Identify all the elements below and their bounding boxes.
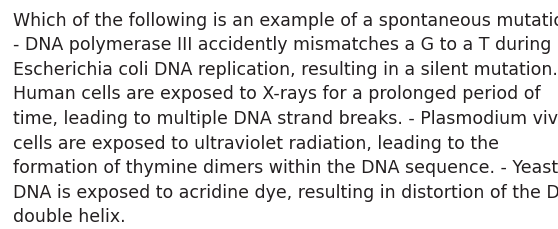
Text: cells are exposed to ultraviolet radiation, leading to the: cells are exposed to ultraviolet radiati… xyxy=(13,134,499,152)
Text: double helix.: double helix. xyxy=(13,207,126,225)
Text: DNA is exposed to acridine dye, resulting in distortion of the DNA: DNA is exposed to acridine dye, resultin… xyxy=(13,183,558,201)
Text: time, leading to multiple DNA strand breaks. - Plasmodium vivax: time, leading to multiple DNA strand bre… xyxy=(13,109,558,127)
Text: - DNA polymerase III accidently mismatches a G to a T during: - DNA polymerase III accidently mismatch… xyxy=(13,36,551,54)
Text: Which of the following is an example of a spontaneous mutation?: Which of the following is an example of … xyxy=(13,11,558,29)
Text: formation of thymine dimers within the DNA sequence. - Yeast: formation of thymine dimers within the D… xyxy=(13,158,558,176)
Text: Human cells are exposed to X-rays for a prolonged period of: Human cells are exposed to X-rays for a … xyxy=(13,85,541,103)
Text: Escherichia coli DNA replication, resulting in a silent mutation. -: Escherichia coli DNA replication, result… xyxy=(13,60,558,78)
